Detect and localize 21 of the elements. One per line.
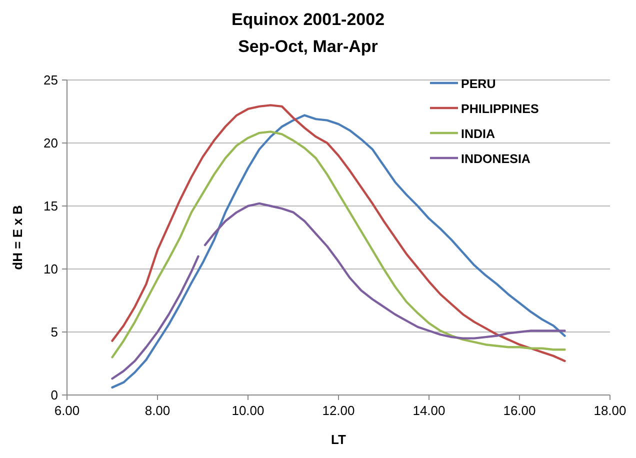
y-tick-label: 10 (44, 262, 58, 276)
x-tick-label: 14.00 (412, 403, 446, 418)
legend-label: PERU (461, 77, 496, 91)
y-tick-label: 25 (44, 72, 58, 88)
x-axis-title: LT (331, 432, 346, 447)
x-tick-label: 10.00 (232, 403, 264, 418)
legend-label: PHILIPPINES (461, 102, 539, 116)
y-tick-label: 0 (50, 388, 58, 402)
x-tick-label: 16.00 (503, 403, 536, 418)
y-tick-label: 15 (44, 198, 58, 214)
x-tick-label: 6.00 (54, 403, 80, 418)
x-tick-label: 8.00 (144, 403, 170, 418)
y-tick-label: 20 (44, 136, 58, 150)
chart-subtitle: Sep-Oct, Mar-Apr (238, 37, 378, 56)
y-tick-label: 5 (50, 324, 58, 340)
chart-title: Equinox 2001-2002 (231, 10, 385, 29)
y-axis-title: dH = E x B (10, 205, 25, 270)
x-tick-label: 12.00 (322, 403, 355, 418)
legend-label: INDONESIA (461, 152, 530, 166)
x-tick-label: 18.00 (594, 403, 626, 418)
legend-label: INDIA (461, 127, 496, 141)
